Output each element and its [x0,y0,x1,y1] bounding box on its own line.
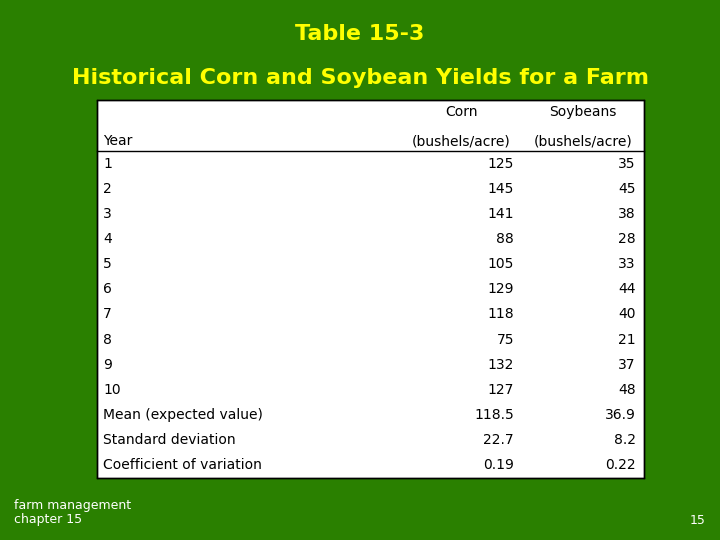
Text: 9: 9 [103,357,112,372]
Text: 4: 4 [103,232,112,246]
Text: 8: 8 [103,333,112,347]
Text: 21: 21 [618,333,636,347]
Text: 141: 141 [487,207,514,221]
Text: farm management
chapter 15: farm management chapter 15 [14,498,132,526]
Text: 118.5: 118.5 [474,408,514,422]
Text: 28: 28 [618,232,636,246]
Text: Corn: Corn [445,105,477,119]
Text: 3: 3 [103,207,112,221]
Text: 2: 2 [103,181,112,195]
Text: Mean (expected value): Mean (expected value) [103,408,263,422]
Text: 0.22: 0.22 [605,458,636,472]
Text: Coefficient of variation: Coefficient of variation [103,458,262,472]
Text: 88: 88 [496,232,514,246]
Text: 118: 118 [487,307,514,321]
Text: 37: 37 [618,357,636,372]
Text: 45: 45 [618,181,636,195]
Text: Historical Corn and Soybean Yields for a Farm: Historical Corn and Soybean Yields for a… [71,68,649,87]
Text: 8.2: 8.2 [613,433,636,447]
Text: 48: 48 [618,383,636,397]
Text: 105: 105 [487,257,514,271]
Text: 6: 6 [103,282,112,296]
Text: (bushels/acre): (bushels/acre) [412,134,510,148]
Text: 36.9: 36.9 [605,408,636,422]
Text: 75: 75 [497,333,514,347]
Text: (bushels/acre): (bushels/acre) [534,134,632,148]
Text: 125: 125 [487,157,514,171]
Text: 10: 10 [103,383,120,397]
Text: 5: 5 [103,257,112,271]
Text: 40: 40 [618,307,636,321]
Text: Table 15-3: Table 15-3 [295,24,425,44]
Text: 15: 15 [690,514,706,526]
Text: 7: 7 [103,307,112,321]
Text: 1: 1 [103,157,112,171]
Text: 38: 38 [618,207,636,221]
FancyBboxPatch shape [97,100,644,478]
Text: 44: 44 [618,282,636,296]
Text: 129: 129 [487,282,514,296]
Text: Year: Year [103,134,132,148]
Text: Soybeans: Soybeans [549,105,616,119]
Text: 22.7: 22.7 [483,433,514,447]
Text: 132: 132 [487,357,514,372]
Text: 35: 35 [618,157,636,171]
Text: Standard deviation: Standard deviation [103,433,235,447]
Text: 0.19: 0.19 [483,458,514,472]
Text: 145: 145 [487,181,514,195]
Text: 127: 127 [487,383,514,397]
Text: 33: 33 [618,257,636,271]
